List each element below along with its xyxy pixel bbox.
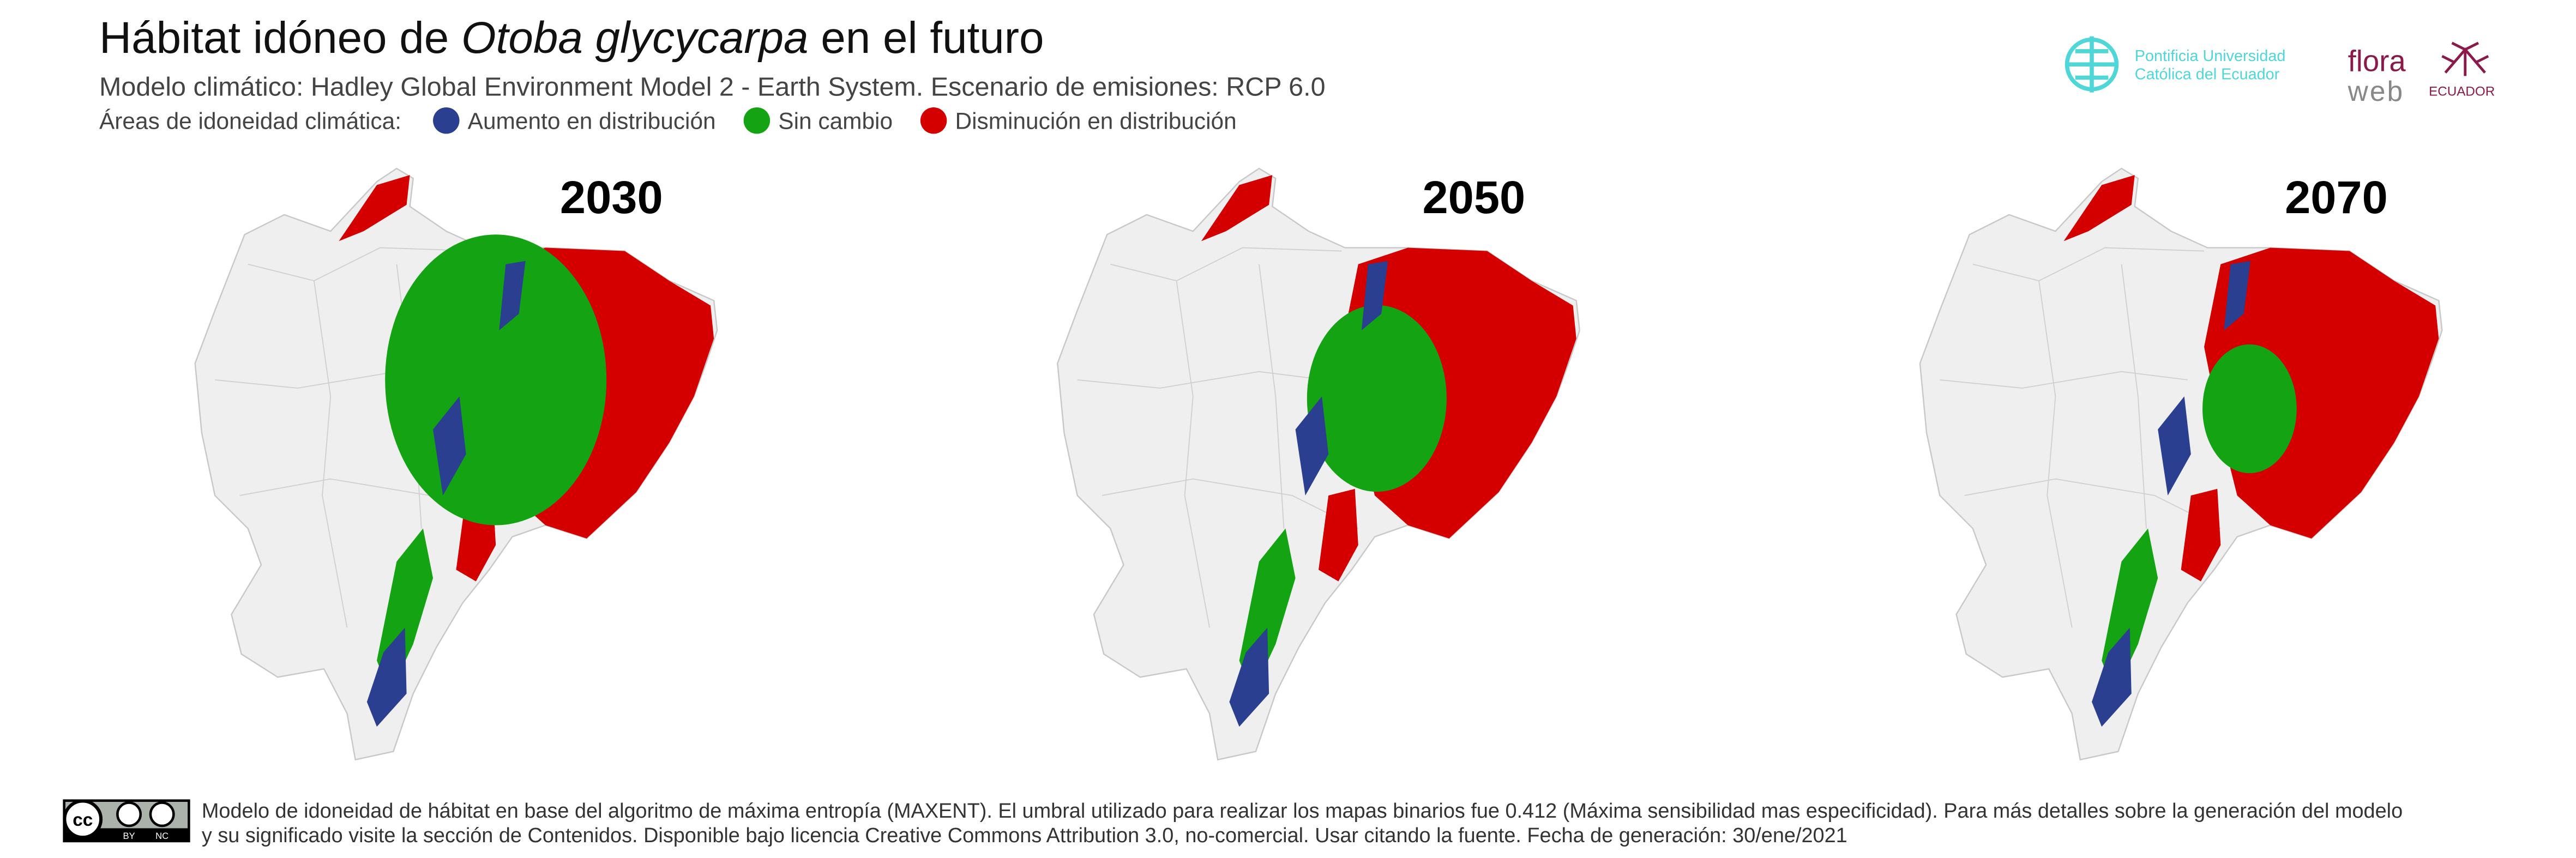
province-border — [1077, 371, 1326, 389]
province-border — [1964, 478, 2221, 529]
flora-word: flora — [2348, 44, 2406, 77]
area-increase — [433, 396, 466, 496]
legend-swatch — [920, 107, 947, 134]
area-increase — [2158, 396, 2191, 496]
title-part: Hábitat idóneo de — [99, 13, 461, 63]
footer-line: y su significado visite la sección de Co… — [202, 824, 1847, 847]
ecuador-word: ECUADOR — [2429, 84, 2495, 99]
legend-item: Aumento en distribución — [468, 108, 716, 134]
area-increase — [2092, 627, 2132, 727]
puce-name: Católica del Ecuador — [2135, 65, 2280, 83]
subtitle: Modelo climático: Hadley Global Environm… — [99, 72, 1326, 102]
area-increase — [1361, 261, 1388, 330]
map-year: 2070 — [2285, 171, 2388, 223]
footer-line: Modelo de idoneidad de hábitat en base d… — [202, 800, 2403, 823]
area-increase — [1295, 396, 1329, 496]
area-decrease — [2181, 488, 2221, 582]
province-border — [1102, 478, 1359, 529]
title-species: Otoba glycycarpa — [461, 13, 809, 63]
area-decrease — [1201, 175, 1273, 241]
province-border — [1176, 280, 1210, 628]
map-panel: 2070 — [1919, 167, 2443, 761]
area-increase — [499, 261, 526, 330]
map-year: 2030 — [560, 171, 663, 223]
province-border — [2038, 280, 2073, 628]
logo-puce: Pontificia Universidad Católica del Ecua… — [2065, 36, 2286, 93]
legend-label: Áreas de idoneidad climática: — [99, 108, 401, 134]
legend-swatch — [743, 107, 771, 134]
province-border — [1110, 247, 1342, 282]
area-no-change — [385, 234, 607, 525]
province-border — [1940, 371, 2188, 389]
legend-item: Disminución en distribución — [955, 108, 1236, 134]
cc-by: BY — [123, 831, 135, 841]
province-border — [1972, 247, 2205, 282]
area-increase — [1229, 627, 1269, 727]
legend: Aumento en distribución Sin cambio Disminu… — [433, 107, 1237, 134]
map-year: 2050 — [1422, 171, 1525, 223]
cc-badge: cc BY NC — [63, 799, 190, 843]
web-word: web — [2348, 75, 2405, 107]
map-panel: 2050 — [1057, 167, 1581, 761]
area-no-change — [2202, 344, 2297, 474]
province-border — [2121, 264, 2147, 529]
area-decrease — [2063, 175, 2135, 241]
area-decrease — [339, 175, 410, 241]
area-no-change — [1307, 305, 1447, 492]
map-panel: 2030 — [194, 167, 718, 761]
area-decrease — [1319, 488, 1358, 582]
province-border — [314, 280, 348, 628]
logo-flora: flora web ECUADOR — [2348, 41, 2495, 107]
svg-text:cc: cc — [73, 810, 93, 830]
puce-name: Pontificia Universidad — [2135, 47, 2286, 65]
legend-item: Sin cambio — [778, 108, 893, 134]
province-border — [248, 247, 479, 282]
legend-swatch — [433, 107, 460, 134]
maps: 2030 2050 2070 — [194, 167, 2443, 761]
title: Hábitat idóneo de Otoba glycycarpa en el… — [99, 13, 1044, 63]
area-increase — [2224, 261, 2250, 330]
cc-nc: NC — [155, 831, 168, 841]
area-increase — [366, 627, 407, 727]
province-border — [1259, 264, 1285, 529]
title-part: en el futuro — [809, 13, 1044, 63]
